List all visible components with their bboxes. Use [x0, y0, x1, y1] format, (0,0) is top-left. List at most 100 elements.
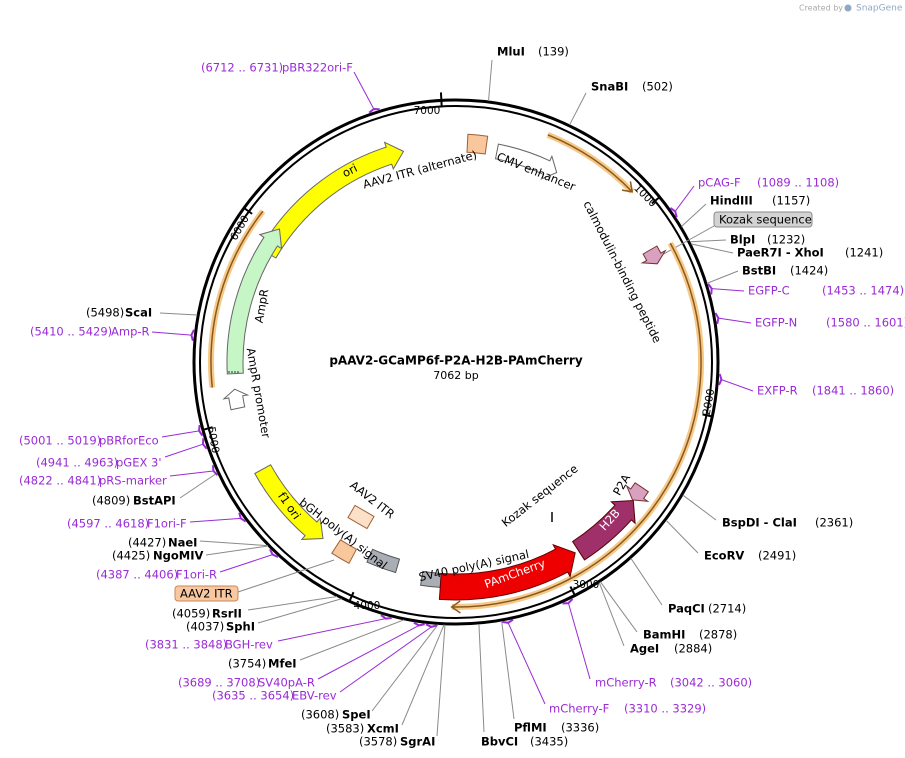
site-line [689, 239, 727, 243]
primer-mark [718, 373, 723, 386]
primer-range: (3689 .. 3708) [178, 676, 260, 690]
site-line [159, 312, 198, 316]
site-name: AgeI [630, 642, 659, 656]
site-position: (2491) [758, 549, 796, 563]
feature-shape [494, 143, 558, 180]
primer-name: BGH-rev [225, 638, 273, 652]
site-name: BspDI - ClaI [722, 516, 797, 530]
feature-shape [625, 482, 650, 502]
callout-label: AAV2 ITR [180, 587, 233, 601]
feature-shape [640, 245, 667, 265]
site-name: BbvCI [481, 735, 518, 749]
primer-name: EBV-rev [292, 689, 337, 703]
site-line [690, 243, 734, 254]
site-position: (1241) [845, 246, 883, 260]
primer-name: EGFP-N [755, 316, 797, 330]
site-name: MluI [497, 45, 525, 59]
site-line [501, 620, 515, 720]
tick-mark [569, 586, 576, 596]
site-line [179, 472, 218, 499]
primer-range: (4387 .. 4406) [96, 568, 178, 582]
feature-label: ori [340, 161, 360, 180]
primer-line [339, 626, 432, 693]
site-position: (3608) [301, 708, 339, 722]
site-position: (3336) [561, 721, 599, 735]
tick-mark [348, 591, 355, 602]
tick-label: 1000 [631, 182, 658, 209]
feature-highlight [451, 241, 705, 611]
feature-shape [222, 388, 250, 411]
site-position: (4037) [186, 620, 224, 634]
site-name: BstBI [742, 264, 776, 278]
feature-span [547, 134, 633, 193]
site-name: PaeR7I - XhoI [737, 246, 824, 260]
primer-line [721, 379, 754, 392]
tick-label: 4000 [354, 600, 381, 612]
site-name: MfeI [268, 657, 297, 671]
site-line [247, 596, 338, 611]
feature-shape [366, 548, 401, 574]
site-line [257, 598, 342, 624]
primer-range: (3831 .. 3848) [145, 638, 227, 652]
site-name: XcmI [367, 722, 399, 736]
feature-shape [571, 499, 636, 561]
primer-range: (6712 .. 6731) [201, 61, 283, 75]
primer-line [189, 517, 241, 523]
feature-span [210, 210, 264, 388]
site-name: SpeI [342, 708, 371, 722]
site-name: SphI [226, 620, 255, 634]
site-line [630, 558, 663, 606]
callout-box [174, 585, 239, 602]
callout-label: Kozak sequence [719, 213, 812, 227]
site-name: SnaBI [591, 80, 628, 94]
feature-shape [420, 570, 442, 588]
primer-name: F1ori-F [147, 517, 187, 531]
inner-strand [199, 105, 713, 619]
site-name: EcoRV [704, 549, 744, 563]
primer-name: EXFP-R [757, 384, 798, 398]
outer-strand [192, 98, 720, 626]
primer-line [567, 602, 591, 680]
site-position: (3578) [359, 735, 397, 749]
primer-line [151, 331, 192, 336]
site-position: (502) [642, 80, 673, 94]
site-line [371, 624, 439, 712]
primer-line [711, 288, 745, 292]
site-line [706, 270, 739, 284]
primer-line [219, 554, 273, 573]
feature-shape [259, 141, 405, 259]
primer-range: (3635 .. 3654) [212, 689, 294, 703]
feature-label: AmpR [252, 288, 272, 324]
site-name: ScaI [125, 306, 152, 320]
feature-label: Kozak sequence [499, 462, 581, 530]
site-position: (3754) [228, 657, 266, 671]
feature-label: calmodulin-binding peptide [580, 198, 664, 345]
tick-mark [702, 413, 713, 418]
primer-range: (1580 .. 1601) [826, 316, 905, 330]
tick-mark [202, 426, 213, 431]
site-name: SgrAI [400, 735, 435, 749]
site-line [665, 519, 699, 554]
feature-shape [347, 504, 375, 530]
tick-mark [651, 196, 661, 205]
site-position: (2714) [708, 602, 746, 616]
site-position: (4809) [92, 494, 130, 508]
primer-name: pGEX 3' [116, 456, 162, 470]
primer-range: (3042 .. 3060) [670, 676, 752, 690]
feature-shape [466, 133, 489, 155]
site-name: NaeI [168, 536, 197, 550]
primer-name: F1ori-R [176, 568, 217, 582]
site-position: (4059) [172, 607, 210, 621]
primer-line [277, 618, 386, 642]
plasmid-name: pAAV2-GCaMP6f-P2A-H2B-PAmCherry [329, 354, 583, 368]
site-line [488, 59, 493, 102]
primer-range: (4941 .. 4963) [36, 456, 118, 470]
site-position: (1157) [772, 194, 810, 208]
site-position: (2361) [815, 516, 853, 530]
site-line [436, 624, 446, 737]
site-position: (4427) [128, 536, 166, 550]
site-line [299, 619, 405, 661]
site-position: (5498) [86, 306, 124, 320]
site-position: (139) [538, 45, 569, 59]
primer-name: Amp-R [111, 325, 150, 339]
